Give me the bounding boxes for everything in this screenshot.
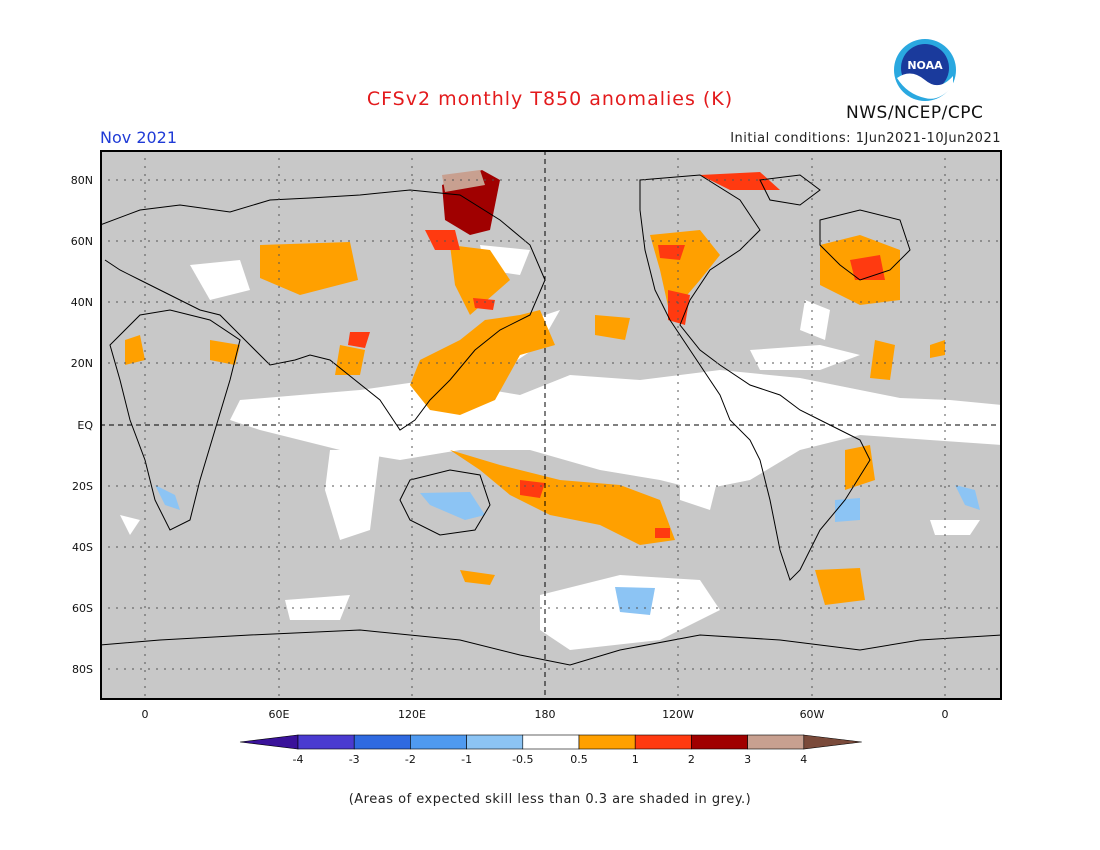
colorbar-box [522, 734, 580, 750]
positive-anomaly-light [125, 230, 945, 605]
colorbar-box [747, 734, 805, 750]
lat-tick-label: 40N [71, 296, 93, 309]
colorbar-box [578, 734, 636, 750]
lon-tick-label: 0 [942, 708, 949, 721]
chart-title: CFSv2 monthly T850 anomalies (K) [366, 88, 734, 110]
lat-tick-label: 80S [72, 663, 93, 676]
lon-tick-label: 120E [398, 708, 426, 721]
lat-tick-label: 20S [72, 480, 93, 493]
forecast-month: Nov 2021 [100, 128, 178, 147]
initial-conditions: Initial conditions: 1Jun2021-10Jun2021 [730, 131, 1001, 146]
colorbar-label: -4 [293, 753, 304, 766]
lat-tick-label: 60S [72, 602, 93, 615]
positive-anomaly-medium [348, 172, 885, 538]
colorbar-box [691, 734, 748, 750]
colorbar-box [634, 734, 692, 750]
colorbar-label: -3 [349, 753, 360, 766]
colorbar-box [297, 734, 355, 750]
agency-label: NWS/NCEP/CPC [846, 103, 984, 123]
colorbar-label: -0.5 [512, 753, 533, 766]
lat-tick-label: 40S [72, 541, 93, 554]
lat-tick-label: EQ [77, 419, 93, 432]
map-frame [100, 150, 1002, 700]
lon-tick-label: 60W [800, 708, 825, 721]
lat-tick-label: 80N [71, 174, 93, 187]
colorbar-box [353, 734, 411, 750]
lat-tick-label: 20N [71, 357, 93, 370]
positive-anomaly-extreme [442, 170, 485, 192]
coastlines [100, 174, 1002, 666]
lat-tick-label: 60N [71, 235, 93, 248]
colorbar-arrow-low [239, 734, 299, 750]
colorbar-arrow-high [803, 734, 862, 750]
lon-tick-label: 180 [535, 708, 556, 721]
lon-tick-label: 0 [142, 708, 149, 721]
colorbar-label: 3 [744, 753, 751, 766]
colorbar-box [410, 734, 467, 750]
colorbar-label: 0.5 [570, 753, 588, 766]
colorbar-label: -1 [461, 753, 472, 766]
colorbar-label: 2 [688, 753, 695, 766]
colorbar-box [466, 734, 524, 750]
skill-note: (Areas of expected skill less than 0.3 a… [348, 792, 752, 807]
colorbar-label: 4 [800, 753, 807, 766]
colorbar-label: 1 [632, 753, 639, 766]
lon-tick-label: 120W [662, 708, 694, 721]
colorbar: -4 -3 -2 -1 -0.5 0.5 1 2 3 4 [239, 734, 862, 766]
noaa-logo: NOAA [894, 39, 956, 101]
anomaly-map [100, 150, 1002, 700]
colorbar-label: -2 [405, 753, 416, 766]
lon-tick-label: 60E [269, 708, 290, 721]
noaa-logo-text: NOAA [907, 59, 943, 72]
